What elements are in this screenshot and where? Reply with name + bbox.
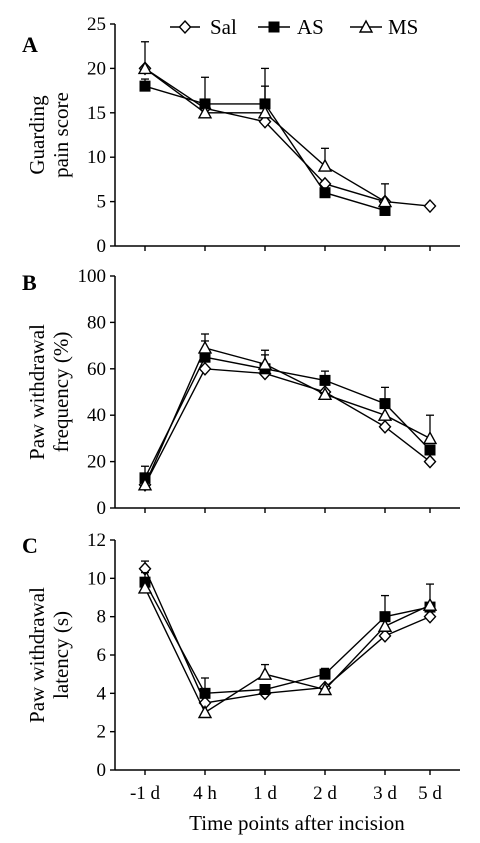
panel-label: C xyxy=(22,533,38,558)
data-point xyxy=(377,194,393,208)
legend-item-as: AS xyxy=(258,15,324,39)
series-sal xyxy=(138,560,437,710)
legend-marker xyxy=(268,21,280,33)
panel-c: C 0 2 4 6 8 10 12 Paw withdrawallatency (s) -1 d 4… xyxy=(22,530,460,804)
data-point xyxy=(137,60,153,75)
data-point xyxy=(197,340,213,354)
y-tick-label: 4 xyxy=(97,683,107,704)
data-point xyxy=(423,454,437,469)
x-tick-label: 3 d xyxy=(373,783,397,804)
series-ms xyxy=(137,41,393,208)
y-tick-label: 100 xyxy=(78,266,107,287)
y-tick-label: 20 xyxy=(87,58,106,79)
data-point xyxy=(422,430,438,445)
legend-item-ms: MS xyxy=(350,15,418,39)
series-line xyxy=(144,356,431,479)
series-line xyxy=(144,568,431,704)
y-tick-label: 5 xyxy=(97,192,107,213)
y-tick-label: 0 xyxy=(97,498,107,519)
y-tick-label: 8 xyxy=(97,607,107,628)
data-point xyxy=(257,356,273,370)
data-point xyxy=(197,705,213,719)
y-tick-label: 60 xyxy=(87,359,106,380)
legend: Sal AS MS xyxy=(170,15,418,39)
data-point xyxy=(257,666,273,680)
series-line xyxy=(144,347,431,486)
series-line xyxy=(144,587,431,714)
series-line xyxy=(144,67,431,207)
y-axis-label-line: Paw withdrawal xyxy=(25,587,49,723)
y-tick-label: 0 xyxy=(97,236,107,257)
series-sal xyxy=(138,361,437,492)
data-point xyxy=(137,580,153,594)
y-axis-label: Guardingpain score xyxy=(25,92,73,178)
data-point xyxy=(139,80,151,92)
data-point xyxy=(137,477,153,491)
panel-a: A 0 5 10 15 20 25 Guardingpain score xyxy=(22,14,460,257)
panel-b: B 0 20 40 60 80 100 Paw withdrawalfrequency (%) xyxy=(22,266,460,519)
y-tick-label: 10 xyxy=(87,147,106,168)
panel-label: B xyxy=(22,270,37,295)
y-tick-label: 12 xyxy=(87,530,106,551)
y-axis-label-line: Guarding xyxy=(25,95,49,175)
y-axis-label-line: pain score xyxy=(49,92,73,178)
data-point xyxy=(379,398,391,410)
data-point xyxy=(378,419,392,434)
y-axis-label: Paw withdrawallatency (s) xyxy=(25,587,73,723)
data-point xyxy=(198,361,212,376)
legend-marker xyxy=(358,19,374,33)
data-point xyxy=(317,386,333,401)
y-tick-label: 80 xyxy=(87,312,106,333)
y-axis-label-line: latency (s) xyxy=(49,611,73,699)
y-axis-label-line: frequency (%) xyxy=(49,332,73,453)
y-tick-label: 10 xyxy=(87,568,106,589)
series-ms xyxy=(137,333,438,491)
data-point xyxy=(199,687,211,699)
data-point xyxy=(377,618,393,632)
data-point xyxy=(257,105,273,119)
data-point xyxy=(258,114,272,129)
data-point xyxy=(197,105,213,119)
data-point xyxy=(317,682,333,696)
data-point xyxy=(423,609,437,624)
y-tick-label: 40 xyxy=(87,405,106,426)
data-point xyxy=(424,444,436,456)
legend-item-sal: Sal xyxy=(170,15,237,39)
y-tick-label: 6 xyxy=(97,645,107,666)
data-point xyxy=(319,187,331,199)
x-tick-label: 5 d xyxy=(418,783,442,804)
legend-marker xyxy=(178,19,192,35)
series-ms xyxy=(137,580,438,719)
legend-label: MS xyxy=(388,15,418,39)
data-point xyxy=(422,597,438,611)
data-point xyxy=(259,684,271,695)
y-tick-label: 2 xyxy=(97,722,107,743)
data-point xyxy=(319,668,331,680)
y-axis-label-line: Paw withdrawal xyxy=(25,324,49,460)
data-point xyxy=(378,628,392,643)
panel-label: A xyxy=(22,32,38,57)
data-point xyxy=(317,158,333,172)
y-axis-label: Paw withdrawalfrequency (%) xyxy=(25,324,73,460)
series-as xyxy=(139,340,436,484)
y-tick-label: 20 xyxy=(87,452,106,473)
y-tick-label: 25 xyxy=(87,14,106,35)
x-tick-label: 1 d xyxy=(253,783,277,804)
y-tick-label: 0 xyxy=(97,760,107,781)
series-line xyxy=(144,368,431,486)
y-tick-label: 15 xyxy=(87,103,106,124)
data-point xyxy=(377,407,393,421)
legend-label: AS xyxy=(297,15,324,39)
x-tick-label: 4 h xyxy=(193,783,217,804)
data-point xyxy=(423,199,437,214)
x-tick-label: -1 d xyxy=(130,783,161,804)
data-point xyxy=(319,374,331,386)
x-tick-label: 2 d xyxy=(313,783,337,804)
x-axis-label: Time points after incision xyxy=(189,811,405,835)
legend-label: Sal xyxy=(210,15,237,39)
